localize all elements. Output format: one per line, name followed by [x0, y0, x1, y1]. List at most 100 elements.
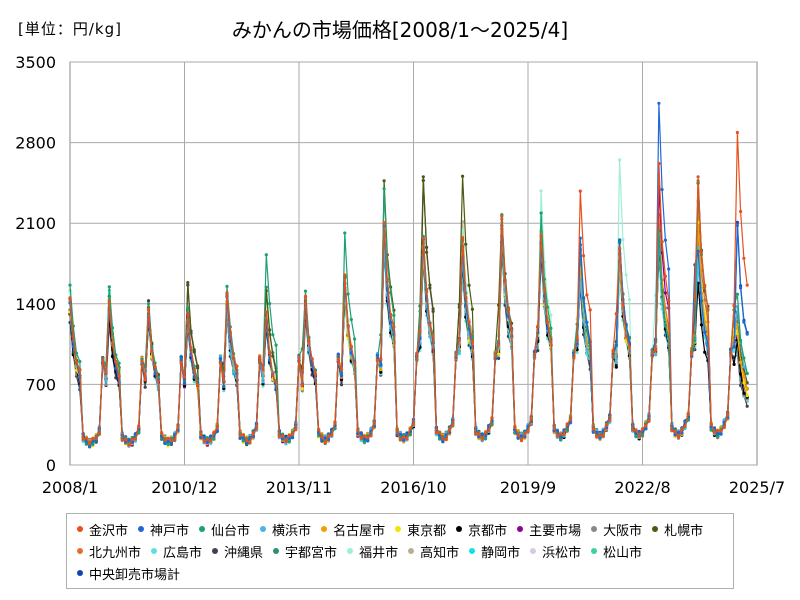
data-point — [624, 334, 628, 338]
data-point — [739, 338, 743, 342]
legend-item: 大阪市 — [587, 520, 642, 539]
data-point — [74, 360, 79, 364]
data-point — [745, 387, 749, 391]
data-point — [232, 370, 236, 374]
data-point — [349, 317, 353, 322]
data-point — [375, 358, 380, 362]
legend-marker-icon — [343, 548, 357, 554]
data-point — [497, 352, 501, 356]
x-tick-label: 2022/8 — [614, 478, 670, 497]
data-point — [595, 435, 599, 439]
data-point — [568, 420, 573, 425]
data-point — [156, 379, 160, 383]
data-point — [186, 306, 190, 310]
data-point — [287, 433, 291, 437]
data-point — [582, 296, 586, 300]
legend-marker-icon — [391, 526, 405, 532]
data-point — [614, 365, 618, 369]
data-point — [382, 221, 386, 225]
data-point — [536, 324, 540, 328]
data-point — [97, 432, 101, 436]
data-point — [261, 368, 265, 372]
data-point — [585, 293, 589, 297]
data-point — [359, 431, 363, 435]
data-point — [182, 375, 187, 379]
data-point — [245, 442, 249, 446]
data-point — [575, 335, 579, 339]
data-point — [546, 320, 550, 324]
data-point — [124, 437, 128, 441]
data-point — [647, 419, 651, 423]
data-point — [353, 361, 357, 365]
data-point — [339, 368, 344, 372]
data-point — [222, 389, 226, 393]
data-point — [588, 308, 592, 312]
data-point — [313, 372, 317, 376]
data-point — [254, 427, 259, 431]
legend-label: 大阪市 — [603, 523, 643, 539]
data-point — [663, 238, 668, 242]
data-point — [506, 307, 510, 311]
legend-label: 神戸市 — [150, 523, 190, 539]
data-point — [683, 424, 687, 428]
data-point — [385, 277, 389, 281]
data-point — [78, 367, 82, 372]
legend-marker-icon — [526, 548, 540, 554]
data-point — [503, 280, 507, 284]
data-point — [549, 326, 553, 330]
data-point — [539, 189, 543, 193]
data-point — [166, 439, 170, 443]
legend-item: 京都市 — [452, 520, 507, 539]
legend-row: 金沢市 神戸市 仙台市 横浜市 名古屋市 東京都 京都市 主要市場 大阪市 札幌市 — [73, 518, 727, 540]
data-point — [598, 433, 602, 437]
data-point — [745, 404, 749, 408]
legend-label: 沖縄県 — [224, 545, 264, 561]
data-point — [627, 298, 632, 302]
data-point — [212, 431, 216, 435]
legend-item: 福井市 — [343, 542, 398, 561]
data-point — [146, 302, 151, 306]
data-point — [356, 428, 360, 433]
legend-marker-icon — [195, 526, 209, 532]
data-point — [618, 238, 622, 242]
x-tick-label: 2016/10 — [380, 478, 446, 497]
data-point — [608, 418, 612, 422]
data-point — [169, 441, 173, 445]
data-point — [555, 429, 560, 433]
data-point — [68, 283, 72, 287]
data-point — [447, 427, 452, 432]
data-point — [444, 438, 448, 442]
data-point — [375, 353, 380, 357]
data-point — [497, 343, 501, 347]
data-point — [614, 312, 618, 316]
data-point — [127, 438, 131, 442]
data-point — [699, 299, 704, 303]
data-point — [582, 254, 586, 258]
data-point — [549, 313, 553, 317]
x-tick-label: 2019/9 — [500, 478, 556, 497]
data-point — [91, 436, 95, 440]
data-point — [559, 432, 563, 436]
data-point — [146, 299, 151, 303]
data-point — [470, 339, 474, 343]
data-point — [644, 427, 648, 431]
data-point — [703, 330, 707, 335]
data-point — [179, 360, 183, 364]
data-point — [222, 384, 226, 388]
data-point — [389, 320, 393, 325]
data-point — [483, 437, 488, 441]
data-point — [729, 353, 733, 357]
data-point — [143, 385, 147, 389]
data-point — [366, 439, 370, 443]
data-point — [326, 434, 330, 438]
data-point — [604, 423, 609, 427]
data-point — [268, 301, 272, 306]
data-point — [428, 283, 432, 287]
data-point — [745, 381, 749, 385]
data-point — [487, 428, 491, 432]
data-point — [366, 435, 370, 440]
data-point — [281, 434, 285, 438]
legend-label: 高知市 — [420, 545, 460, 561]
data-point — [565, 428, 569, 432]
data-point — [68, 296, 72, 300]
